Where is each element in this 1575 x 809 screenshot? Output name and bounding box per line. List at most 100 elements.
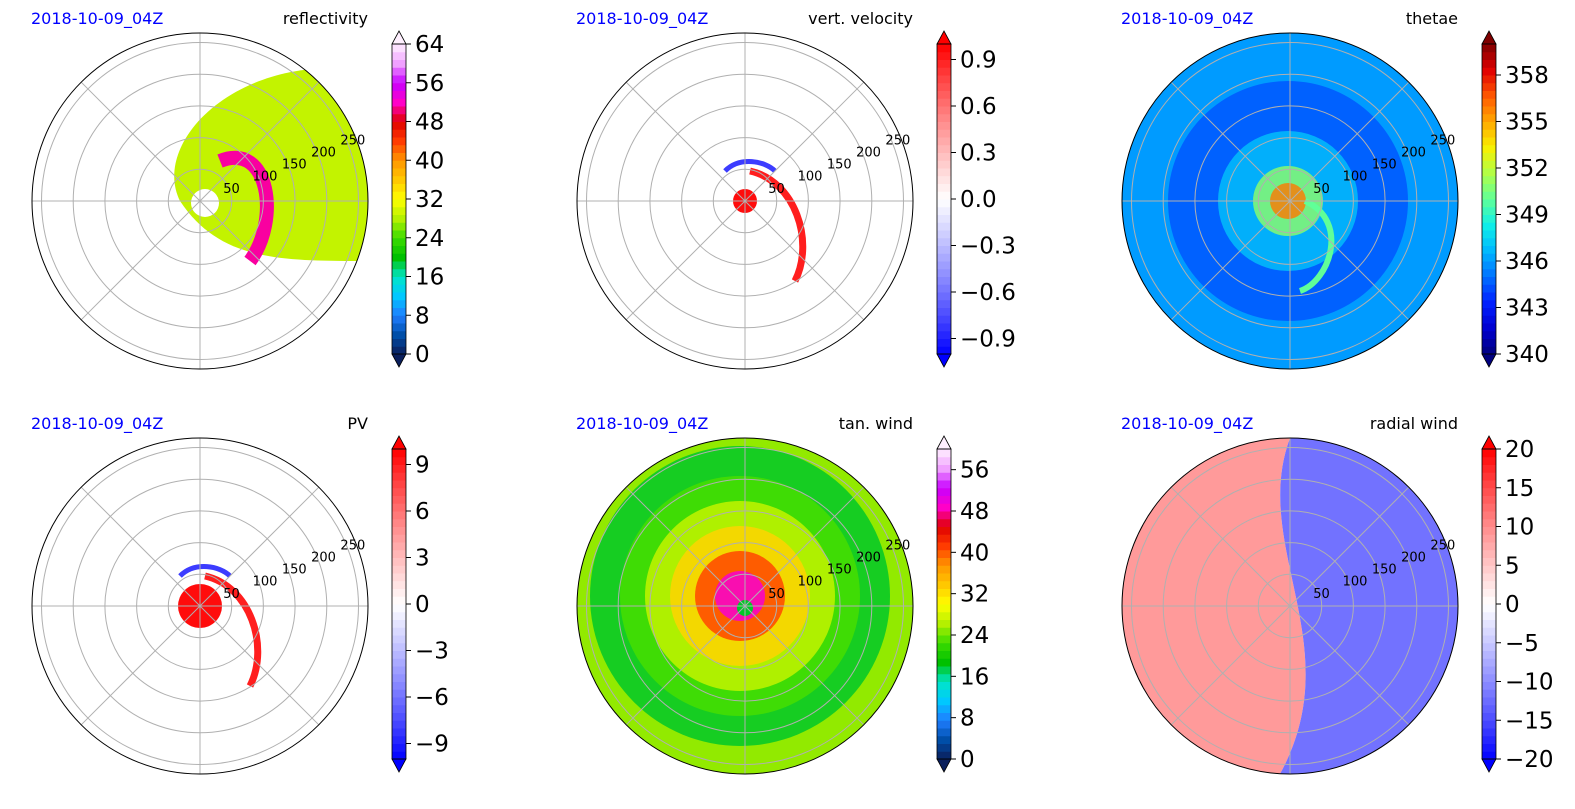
grid-spoke xyxy=(744,200,865,321)
colorbar-segment xyxy=(1482,268,1496,277)
colorbar-segment xyxy=(937,230,951,239)
panel-1: 50 100 150 200 250 2018-10-09_04Z reflectivity… xyxy=(31,9,444,370)
grid-spoke xyxy=(1170,605,1291,726)
colorbar-segment xyxy=(1482,611,1496,620)
colorbar-segment xyxy=(937,666,951,675)
colorbar-tick-label: 0.9 xyxy=(960,48,997,74)
colorbar-segment xyxy=(937,573,951,582)
colorbar-tick-label: −10 xyxy=(1505,670,1554,696)
panel-timestamp: 2018-10-09_04Z xyxy=(576,9,708,29)
colorbar-segment xyxy=(1482,315,1496,324)
colorbar-segment xyxy=(937,518,951,527)
colorbar-segment xyxy=(937,743,951,752)
colorbar-segment xyxy=(1482,175,1496,184)
colorbar-segment xyxy=(937,191,951,200)
colorbar-tick-label: 0 xyxy=(415,342,430,368)
colorbar-segment xyxy=(1482,681,1496,690)
colorbar-tick-label: 355 xyxy=(1505,110,1549,136)
radial-tick-label: 250 xyxy=(1430,538,1455,553)
colorbar-segment xyxy=(392,106,406,115)
colorbar-segment xyxy=(1482,253,1496,262)
colorbar-segment xyxy=(1482,206,1496,215)
colorbar-tick-label: 32 xyxy=(415,187,444,213)
colorbar-extend-min xyxy=(391,758,407,773)
colorbar-segment xyxy=(1482,237,1496,246)
polar-grid xyxy=(577,33,913,369)
colorbar-segment xyxy=(937,697,951,706)
colorbar-segment xyxy=(392,720,406,729)
colorbar-segment xyxy=(392,580,406,589)
colorbar-tick-label: 24 xyxy=(415,226,444,252)
colorbar-segment xyxy=(937,199,951,208)
colorbar-segment xyxy=(937,534,951,543)
panel-title: radial wind xyxy=(1370,414,1458,433)
colorbar-segment xyxy=(392,751,406,760)
panel-4: 50 100 150 200 250 2018-10-09_04Z PV 9 6 3 0 −3 −6 −9 xyxy=(31,414,449,775)
colorbar-segment xyxy=(1482,168,1496,177)
colorbar-segment xyxy=(1482,276,1496,285)
colorbar-segment xyxy=(392,44,406,53)
panel-3: 50 100 150 200 250 2018-10-09_04Z thetae 358 355… xyxy=(1121,9,1549,370)
colorbar-segment xyxy=(937,511,951,520)
polar-outline xyxy=(31,32,369,370)
colorbar-segment xyxy=(937,526,951,535)
colorbar-segment xyxy=(392,542,406,551)
colorbar-segment xyxy=(1482,526,1496,535)
colorbar-segment xyxy=(1482,534,1496,543)
colorbar-segment xyxy=(937,315,951,324)
colorbar-segment xyxy=(937,183,951,192)
colorbar-tick-label: −15 xyxy=(1505,708,1554,734)
colorbar-segment xyxy=(1482,549,1496,558)
colorbar-segment xyxy=(392,222,406,231)
colorbar-tick-label: 3 xyxy=(415,546,430,572)
colorbar-segment xyxy=(1482,144,1496,153)
colorbar-segment xyxy=(937,712,951,721)
panel-timestamp: 2018-10-09_04Z xyxy=(1121,9,1253,29)
colorbar: 358 355 352 349 346 343 340 xyxy=(1481,30,1549,368)
grid-spoke xyxy=(199,605,320,726)
colorbar-segment xyxy=(937,604,951,613)
colorbar-segment xyxy=(937,689,951,698)
grid-spoke xyxy=(1289,605,1410,726)
colorbar-segment xyxy=(1482,323,1496,332)
colorbar-segment xyxy=(937,75,951,84)
radial-tick-label: 200 xyxy=(856,550,881,565)
grid-spoke xyxy=(744,486,865,607)
grid-spoke xyxy=(625,605,746,726)
colorbar: 20 15 10 5 0 −5 −10 −15 −20 xyxy=(1481,435,1554,773)
colorbar-segment xyxy=(392,307,406,316)
colorbar-segment xyxy=(1482,245,1496,254)
panel-timestamp: 2018-10-09_04Z xyxy=(576,414,708,434)
colorbar-segment xyxy=(1482,214,1496,223)
colorbar-segment xyxy=(1482,480,1496,489)
colorbar-segment xyxy=(1482,542,1496,551)
polar-grid xyxy=(577,438,913,774)
colorbar-segment xyxy=(392,129,406,138)
colorbar-segment xyxy=(937,299,951,308)
colorbar-tick-label: 48 xyxy=(960,499,989,525)
colorbar-segment xyxy=(392,323,406,332)
colorbar-segment xyxy=(392,152,406,161)
polar-grid xyxy=(1122,438,1458,774)
colorbar-segment xyxy=(1482,573,1496,582)
colorbar-tick-label: −0.9 xyxy=(960,327,1016,353)
panel-timestamp: 2018-10-09_04Z xyxy=(31,414,163,434)
colorbar-segment xyxy=(937,44,951,53)
colorbar-segment xyxy=(937,549,951,558)
colorbar-segment xyxy=(1482,619,1496,628)
colorbar-segment xyxy=(392,168,406,177)
colorbar-segment xyxy=(937,261,951,270)
colorbar-segment xyxy=(1482,456,1496,465)
colorbar: 0.9 0.6 0.3 0.0 −0.3 −0.6 −0.9 xyxy=(936,30,1016,368)
colorbar-segment xyxy=(392,191,406,200)
polar-outline xyxy=(576,437,914,775)
colorbar-segment xyxy=(1482,44,1496,53)
colorbar-segment xyxy=(937,323,951,332)
colorbar-segment xyxy=(937,619,951,628)
colorbar-tick-label: 56 xyxy=(960,458,989,484)
colorbar-tick-label: 48 xyxy=(415,110,444,136)
colorbar-segment xyxy=(392,549,406,558)
radial-tick-label: 50 xyxy=(768,182,785,197)
colorbar-segment xyxy=(937,276,951,285)
grid-spoke xyxy=(199,486,320,607)
